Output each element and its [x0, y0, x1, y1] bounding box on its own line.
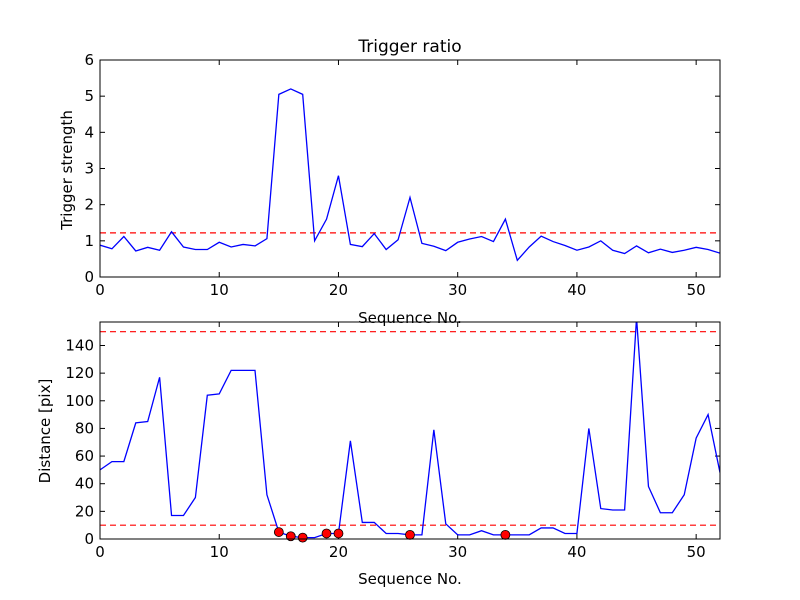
x-tick-label: 30 — [448, 281, 467, 299]
x-tick-label: 50 — [687, 281, 706, 299]
series-line — [100, 88, 720, 262]
data-point-marker — [297, 532, 308, 543]
marker-layer — [273, 527, 511, 543]
y-tick-label: 4 — [84, 123, 94, 141]
y-axis-label: Distance [pix] — [36, 379, 54, 484]
distance-chart: 0 10 20 30 40 50 0 20 40 60 80 100 120 140 Sequence N… — [36, 321, 721, 588]
chart-title: Trigger ratio — [357, 37, 461, 57]
x-tick-label: 40 — [567, 543, 586, 561]
x-axis-label: Sequence No. — [358, 309, 462, 327]
x-tick-label: 0 — [95, 281, 105, 299]
y-axis-label: Trigger strength — [58, 110, 76, 231]
y-tick-label: 6 — [84, 51, 94, 69]
y-tick-label: 120 — [65, 364, 94, 382]
x-tick-label: 0 — [95, 543, 105, 561]
y-tick-label: 5 — [84, 87, 94, 105]
data-point-marker — [500, 529, 511, 540]
data-point-marker — [285, 531, 296, 542]
x-tick-label: 30 — [448, 543, 467, 561]
x-tick-label: 50 — [687, 543, 706, 561]
x-axis-label: Sequence No. — [358, 570, 462, 588]
y-tick-label: 2 — [84, 196, 94, 214]
x-tick-label: 20 — [329, 543, 348, 561]
x-tick-label: 10 — [210, 281, 229, 299]
y-tick-label: 40 — [75, 475, 94, 493]
x-tick-label: 40 — [567, 281, 586, 299]
y-tick-label: 0 — [84, 530, 94, 548]
plot-frame — [99, 321, 721, 540]
data-point-marker — [273, 527, 284, 537]
tick-layer: 0 10 20 30 40 50 0 20 40 60 80 100 120 140 — [65, 322, 720, 561]
data-point-marker — [321, 528, 332, 539]
y-tick-label: 1 — [84, 232, 94, 250]
x-tick-label: 10 — [210, 543, 229, 561]
plot-frame — [99, 59, 721, 278]
y-tick-label: 0 — [84, 268, 94, 286]
y-tick-label: 140 — [65, 336, 94, 354]
y-tick-label: 3 — [84, 160, 94, 178]
x-tick-label: 20 — [329, 281, 348, 299]
y-tick-label: 60 — [75, 447, 94, 465]
y-tick-label: 20 — [75, 502, 94, 520]
data-point-marker — [333, 528, 344, 539]
y-tick-label: 80 — [75, 419, 94, 437]
trigger-ratio-chart: Trigger ratio 0 10 20 30 40 50 0 1 2 3 4 5 6 Sequenc… — [58, 37, 721, 327]
data-point-marker — [405, 529, 415, 540]
threshold-layer — [100, 331, 720, 526]
series-layer — [100, 88, 720, 262]
y-tick-label: 100 — [65, 392, 94, 410]
